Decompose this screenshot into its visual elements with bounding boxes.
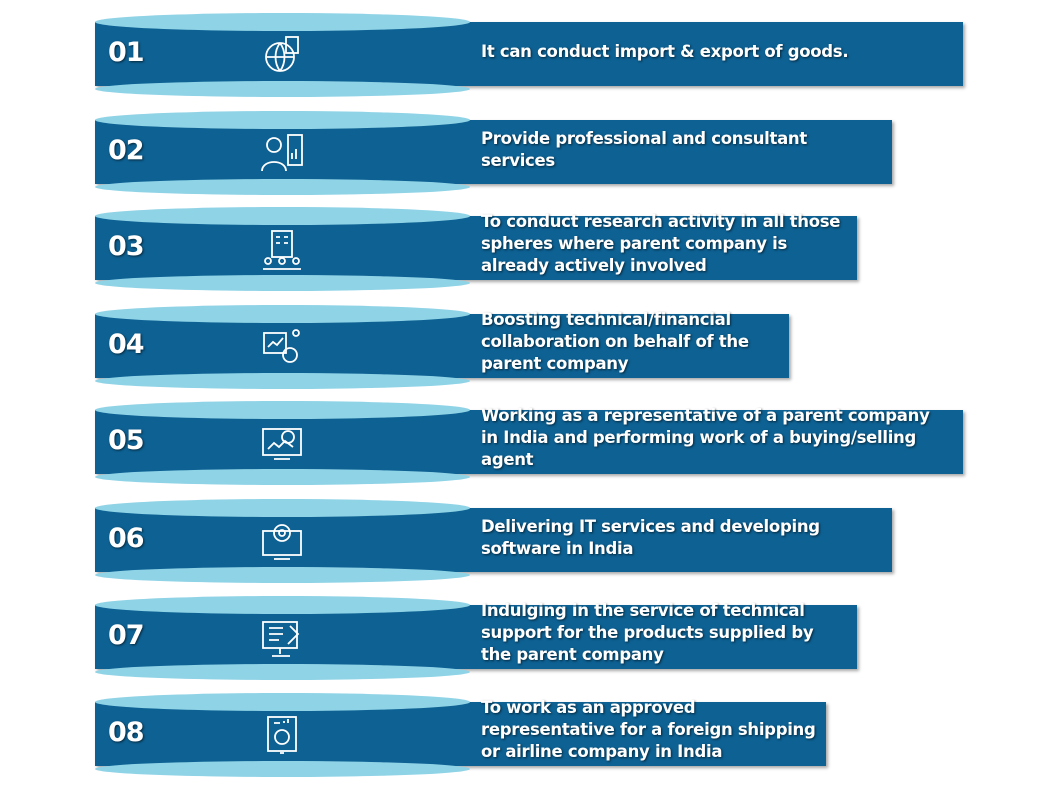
step-text: Indulging in the service of technical	[481, 601, 805, 620]
step-icon	[262, 621, 300, 657]
step-text: To conduct research activity in all thos…	[481, 212, 841, 231]
step-text: in India and performing work of a buying…	[481, 428, 917, 447]
band-top-edge	[95, 305, 470, 323]
band-top-edge	[95, 499, 470, 517]
step-text: Boosting technical/financial	[481, 310, 731, 329]
step-text: software in India	[481, 539, 634, 558]
band-top-edge	[95, 111, 470, 129]
step-text: collaboration on behalf of the	[481, 332, 749, 351]
step-text: It can conduct import & export of goods.	[481, 42, 849, 61]
band-bottom-edge	[95, 761, 470, 777]
step-text: Working as a representative of a parent …	[481, 406, 930, 425]
step-icon	[262, 524, 302, 560]
step-number: 08	[108, 717, 145, 748]
step-text: To work as an approved	[481, 698, 696, 717]
step-icon	[263, 329, 300, 363]
step-text: already actively involved	[481, 256, 707, 275]
band-top-edge	[95, 207, 470, 225]
row-band	[95, 702, 826, 766]
row-band	[95, 216, 857, 280]
step-text: Provide professional and consultant	[481, 129, 807, 148]
step-text: agent	[481, 450, 534, 469]
band-top-edge	[95, 401, 470, 419]
band-bottom-edge	[95, 81, 470, 97]
band-top-edge	[95, 596, 470, 614]
step-text: the parent company	[481, 645, 664, 664]
row-band	[95, 508, 892, 572]
step-icon	[263, 230, 301, 270]
band-bottom-edge	[95, 179, 470, 195]
step-text: representative for a foreign shipping	[481, 720, 816, 739]
band-top-edge	[95, 13, 470, 31]
row-band	[95, 22, 963, 86]
step-text: spheres where parent company is	[481, 234, 788, 253]
band-bottom-edge	[95, 567, 470, 583]
band-top-edge	[95, 693, 470, 711]
step-number: 06	[108, 523, 145, 554]
step-number: 02	[108, 135, 145, 166]
step-number: 03	[108, 231, 145, 262]
step-icon	[265, 36, 299, 72]
band-bottom-edge	[95, 469, 470, 485]
step-icon	[261, 134, 303, 172]
row-band	[95, 314, 789, 378]
step-icon	[262, 428, 302, 460]
step-number: 04	[108, 329, 145, 360]
step-number: 05	[108, 425, 145, 456]
band-bottom-edge	[95, 373, 470, 389]
step-text: or airline company in India	[481, 742, 723, 761]
step-text: Delivering IT services and developing	[481, 517, 820, 536]
step-icon	[267, 716, 297, 754]
step-number: 07	[108, 620, 145, 651]
row-band	[95, 605, 857, 669]
step-text: services	[481, 151, 555, 170]
step-number: 01	[108, 37, 145, 68]
band-bottom-edge	[95, 275, 470, 291]
step-text: parent company	[481, 354, 629, 373]
row-band	[95, 120, 892, 184]
row-band	[95, 410, 963, 474]
step-text: support for the products supplied by	[481, 623, 814, 642]
band-bottom-edge	[95, 664, 470, 680]
